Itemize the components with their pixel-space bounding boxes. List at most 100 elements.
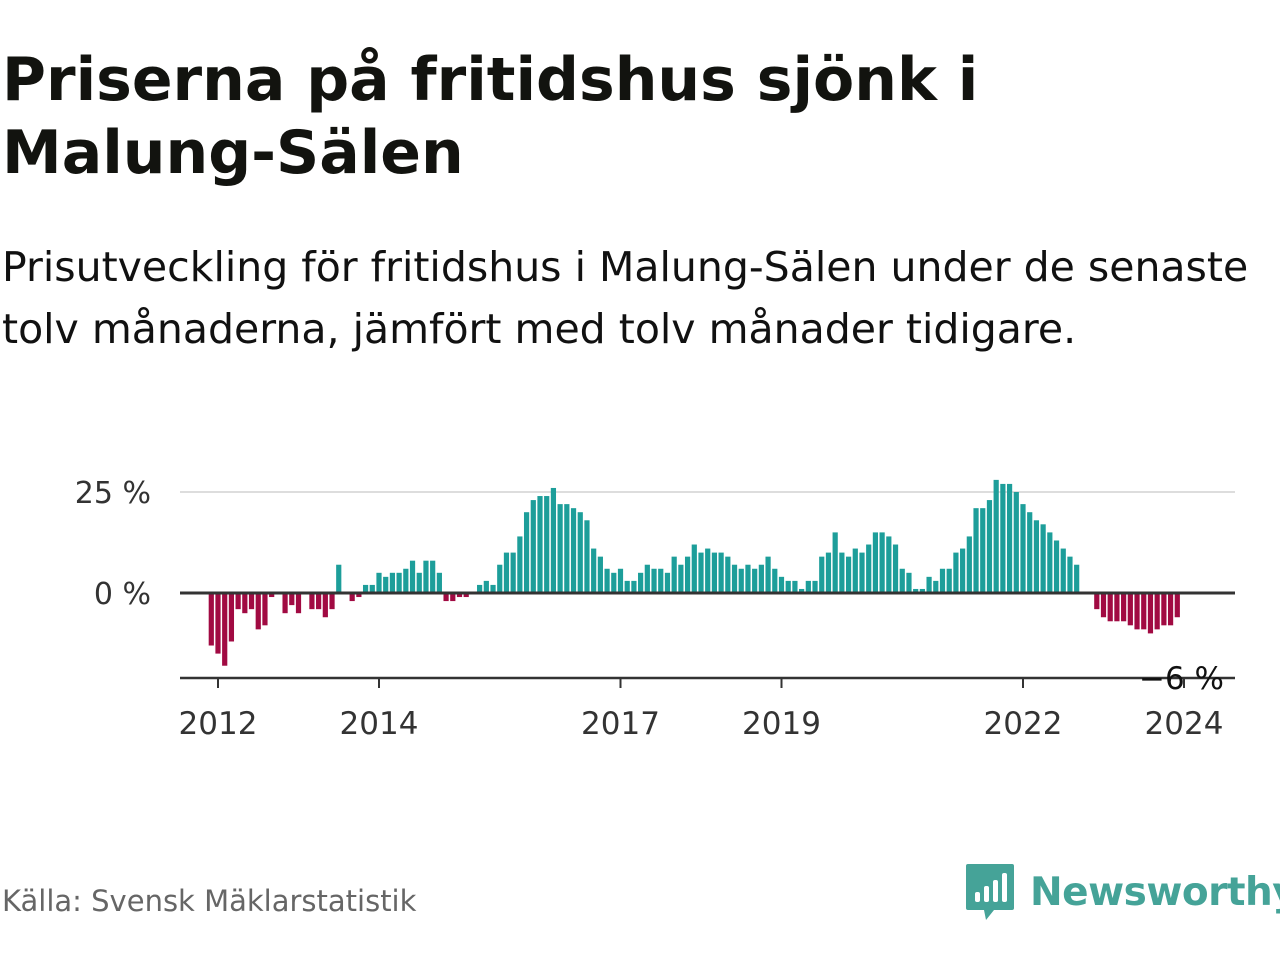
bar bbox=[1040, 524, 1046, 593]
bar bbox=[570, 508, 577, 593]
bar bbox=[758, 564, 764, 593]
bar bbox=[845, 556, 852, 593]
bar bbox=[416, 572, 422, 593]
bar bbox=[705, 548, 711, 593]
x-tick-label: 2022 bbox=[984, 706, 1063, 742]
bar bbox=[490, 584, 496, 593]
brand-logo[interactable]: Newsworthy bbox=[964, 862, 1280, 922]
source-note: Källa: Svensk Mäklarstatistik bbox=[2, 884, 417, 918]
bar bbox=[248, 593, 255, 610]
bar bbox=[1074, 564, 1080, 593]
bar bbox=[329, 593, 335, 610]
bar bbox=[624, 580, 630, 593]
bar bbox=[711, 552, 718, 593]
bar bbox=[510, 552, 516, 593]
bar bbox=[866, 544, 872, 593]
bar bbox=[664, 572, 671, 593]
bar bbox=[403, 568, 409, 593]
bar bbox=[638, 572, 644, 593]
bar bbox=[1134, 593, 1140, 630]
bar bbox=[463, 593, 469, 598]
bar bbox=[778, 576, 785, 593]
bar bbox=[832, 532, 838, 593]
bar bbox=[892, 544, 899, 593]
bar bbox=[537, 496, 543, 593]
bar bbox=[1027, 512, 1033, 593]
bar bbox=[208, 593, 214, 646]
bar bbox=[1154, 593, 1160, 630]
bar bbox=[1167, 593, 1174, 626]
bar bbox=[376, 572, 382, 593]
bar bbox=[973, 508, 979, 593]
bar bbox=[309, 593, 315, 610]
bar bbox=[738, 568, 744, 593]
bar bbox=[1020, 504, 1026, 593]
bar bbox=[839, 552, 845, 593]
bar bbox=[752, 568, 758, 593]
bar bbox=[960, 548, 966, 593]
bar bbox=[523, 512, 530, 593]
bar bbox=[235, 593, 241, 610]
bar bbox=[772, 568, 778, 593]
bar bbox=[939, 568, 946, 593]
bar bbox=[886, 536, 892, 593]
x-tick-label: 2017 bbox=[581, 706, 660, 742]
bar bbox=[1094, 593, 1100, 610]
bar bbox=[946, 568, 952, 593]
bar bbox=[443, 593, 449, 602]
y-tick-label: 0 % bbox=[94, 577, 151, 612]
bar bbox=[430, 560, 436, 593]
bar bbox=[557, 504, 563, 593]
bar bbox=[1047, 532, 1053, 593]
bar bbox=[362, 584, 369, 593]
bar bbox=[336, 564, 342, 593]
bar bbox=[255, 593, 261, 630]
bar bbox=[799, 588, 805, 593]
bar bbox=[644, 564, 650, 593]
bar bbox=[953, 552, 959, 593]
x-tick-label: 2024 bbox=[1145, 706, 1224, 742]
bar bbox=[919, 588, 925, 593]
bar bbox=[1053, 540, 1060, 593]
bar bbox=[322, 593, 328, 618]
bar bbox=[389, 572, 396, 593]
bar bbox=[369, 584, 375, 593]
bar bbox=[423, 560, 429, 593]
bar bbox=[604, 568, 610, 593]
bar bbox=[825, 552, 832, 593]
bar bbox=[658, 568, 664, 593]
bar bbox=[477, 584, 483, 593]
chart-subtitle: Prisutveckling för fritidshus i Malung-S… bbox=[2, 243, 1249, 353]
bar bbox=[269, 593, 275, 598]
x-tick-label: 2019 bbox=[742, 706, 821, 742]
bar bbox=[852, 548, 858, 593]
bar bbox=[792, 580, 798, 593]
bar bbox=[450, 593, 456, 602]
bar bbox=[745, 564, 751, 593]
chart-title: Priserna på fritidshus sjönk i Malung-Sä… bbox=[2, 45, 979, 188]
bar bbox=[993, 479, 999, 593]
bar bbox=[383, 576, 389, 593]
bar bbox=[289, 593, 295, 606]
newsworthy-logo-icon bbox=[966, 864, 1014, 920]
bar bbox=[349, 593, 355, 602]
bar bbox=[1107, 593, 1113, 622]
bar bbox=[899, 568, 905, 593]
bar bbox=[577, 512, 583, 593]
bar bbox=[597, 556, 603, 593]
bar bbox=[611, 572, 617, 593]
bar bbox=[1161, 593, 1167, 626]
bar bbox=[1114, 593, 1120, 622]
brand-name: Newsworthy bbox=[1030, 869, 1280, 915]
bar bbox=[316, 593, 322, 610]
bar bbox=[356, 593, 362, 598]
bar bbox=[396, 572, 402, 593]
bar bbox=[933, 580, 939, 593]
bar bbox=[1141, 593, 1147, 630]
bar bbox=[550, 487, 557, 593]
bar bbox=[718, 552, 724, 593]
bar bbox=[966, 536, 972, 593]
bar bbox=[483, 580, 489, 593]
bar bbox=[584, 520, 590, 593]
bar bbox=[698, 552, 704, 593]
